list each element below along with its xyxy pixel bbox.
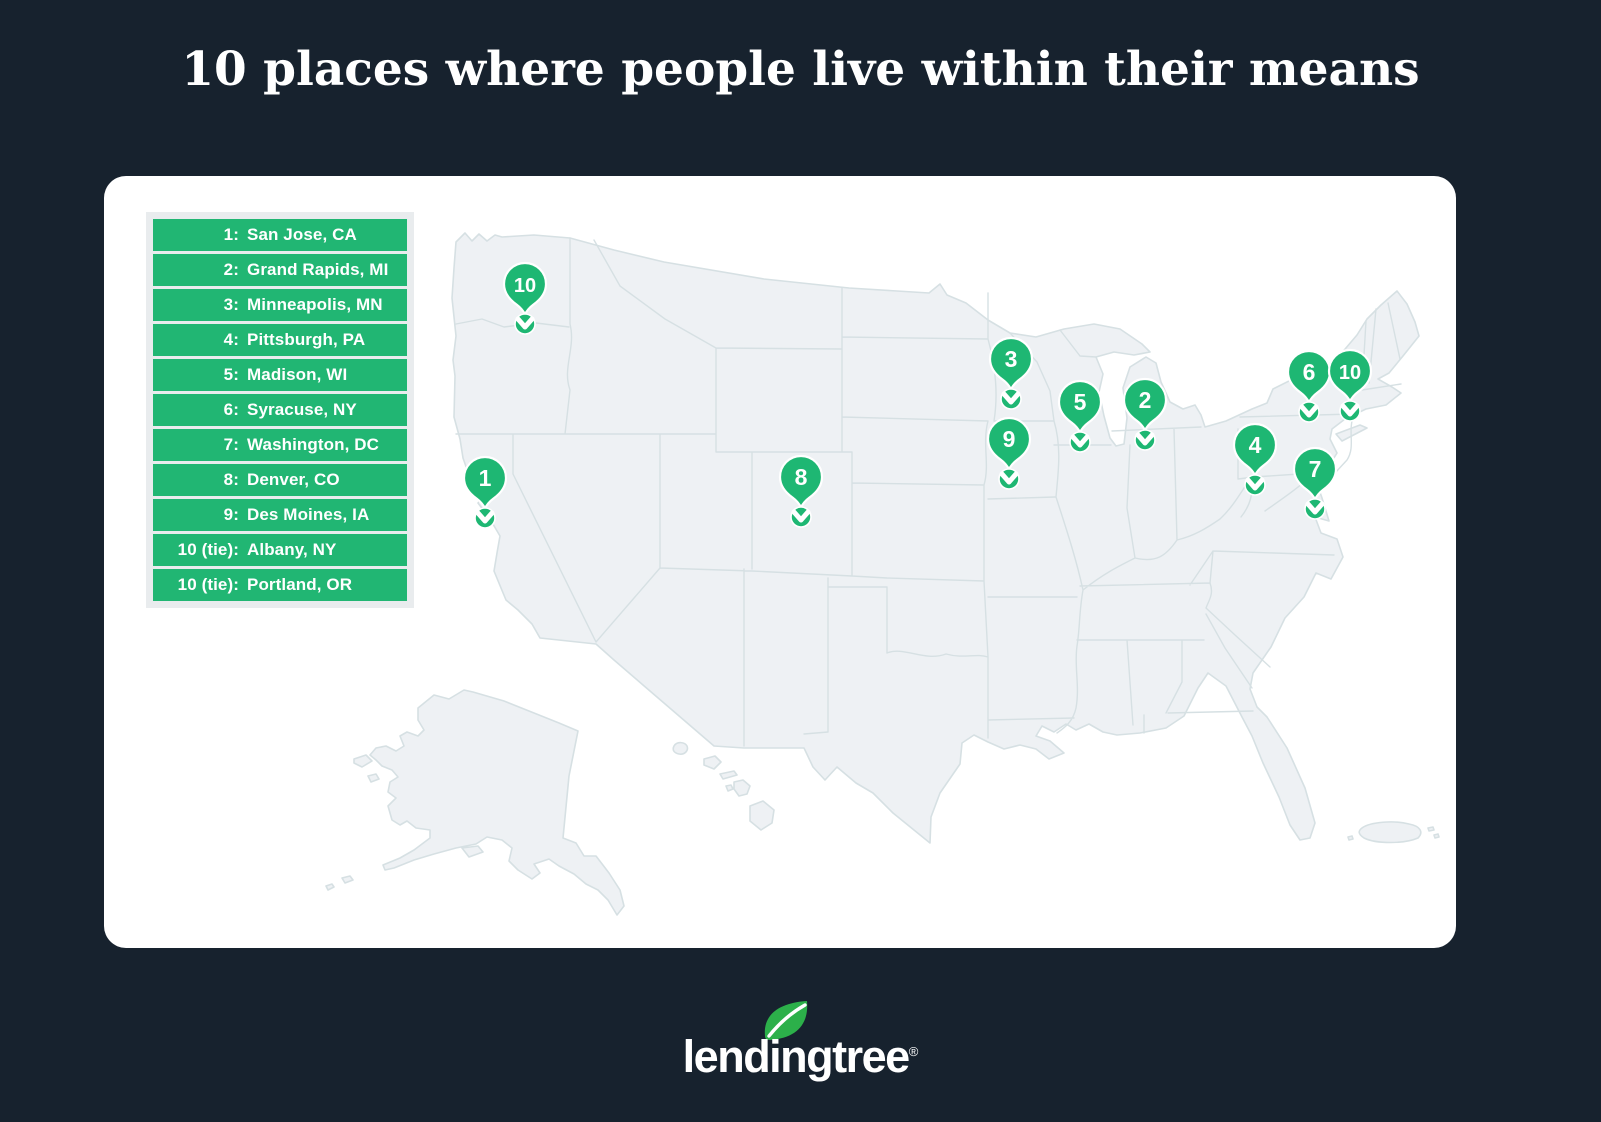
pin-number: 2: [1139, 387, 1152, 413]
map-pin-4-pittsburgh-pa: 4: [1232, 422, 1278, 496]
contiguous-us-shape: [451, 232, 1420, 844]
legend-item-rank: 2:: [223, 260, 239, 279]
registered-mark: ®: [908, 1044, 919, 1059]
legend-item-rank: 3:: [223, 295, 239, 314]
footer: lendingtree®: [0, 1001, 1601, 1079]
map-pin-6-syracuse-ny: 6: [1286, 349, 1332, 423]
legend-item-rank: 1:: [223, 225, 239, 244]
legend-item-rank: 7:: [223, 435, 239, 454]
legend-item: 6: Syracuse, NY: [153, 394, 407, 426]
legend-item: 8: Denver, CO: [153, 464, 407, 496]
us-map-land: [325, 232, 1440, 916]
legend-item-rank: 4:: [223, 330, 239, 349]
pin-number: 5: [1074, 389, 1087, 415]
legend-item-city: Grand Rapids, MI: [247, 260, 389, 279]
pin-number: 10: [1339, 362, 1361, 384]
legend-item: 7: Washington, DC: [153, 429, 407, 461]
legend-panel: 1: San Jose, CA 2: Grand Rapids, MI 3: Minnea…: [146, 212, 414, 608]
legend-item-city: Denver, CO: [247, 470, 340, 489]
legend-item-city: San Jose, CA: [247, 225, 357, 244]
pin-number: 4: [1249, 432, 1262, 458]
legend-item: 3: Minneapolis, MN: [153, 289, 407, 321]
legend-item-city: Albany, NY: [247, 540, 337, 559]
legend-item-rank: 5:: [223, 365, 239, 384]
pin-number: 6: [1303, 359, 1316, 385]
legend-item: 2: Grand Rapids, MI: [153, 254, 407, 286]
legend-item-rank: 10 (tie):: [177, 575, 239, 594]
pin-number: 8: [795, 464, 808, 490]
brand-name: lendingtree®: [682, 1031, 919, 1082]
hawaii-shape: [672, 741, 775, 831]
legend-item: 10 (tie): Albany, NY: [153, 534, 407, 566]
lendingtree-logo: lendingtree®: [683, 1001, 918, 1079]
legend-item-rank: 9:: [223, 505, 239, 524]
legend-item-city: Des Moines, IA: [247, 505, 370, 524]
legend-item-city: Syracuse, NY: [247, 400, 357, 419]
map-card: 10 1 3 9 5 2 8 4 6 10 7 1: San Jose, CA 2: Grand Rapi…: [104, 176, 1456, 948]
map-pin-8-denver-co: 8: [778, 454, 824, 528]
pin-number: 1: [479, 465, 492, 491]
map-pin-10-portland-or: 10: [502, 261, 548, 335]
legend-item-rank: 6:: [223, 400, 239, 419]
legend-item: 10 (tie): Portland, OR: [153, 569, 407, 601]
legend-item: 4: Pittsburgh, PA: [153, 324, 407, 356]
legend-item-city: Minneapolis, MN: [247, 295, 383, 314]
alaska-shape: [325, 689, 625, 916]
pin-number: 3: [1005, 346, 1018, 372]
pin-number: 7: [1309, 456, 1322, 482]
page-title: 10 places where people live within their…: [181, 42, 1420, 97]
legend-item-rank: 8:: [223, 470, 239, 489]
map-pin-10-albany-ny: 10: [1327, 348, 1373, 422]
legend-item-rank: 10 (tie):: [177, 540, 239, 559]
map-pin-1-san-jose-ca: 1: [462, 455, 508, 529]
legend-item: 5: Madison, WI: [153, 359, 407, 391]
legend-item-city: Madison, WI: [247, 365, 348, 384]
map-pin-3-minneapolis-mn: 3: [988, 336, 1034, 410]
legend-item-city: Pittsburgh, PA: [247, 330, 366, 349]
legend-item-city: Portland, OR: [247, 575, 353, 594]
map-pin-7-washington-dc: 7: [1292, 446, 1338, 520]
legend-item-city: Washington, DC: [247, 435, 380, 454]
map-pin-9-des-moines-ia: 9: [986, 416, 1032, 490]
legend-item: 1: San Jose, CA: [153, 219, 407, 251]
pin-number: 10: [514, 275, 536, 297]
leaf-icon: [764, 1001, 807, 1040]
map-pin-5-madison-wi: 5: [1057, 379, 1103, 453]
map-pin-2-grand-rapids-mi: 2: [1122, 377, 1168, 451]
puerto-rico-shape: [1347, 821, 1440, 844]
pin-number: 9: [1003, 426, 1016, 452]
legend-item: 9: Des Moines, IA: [153, 499, 407, 531]
